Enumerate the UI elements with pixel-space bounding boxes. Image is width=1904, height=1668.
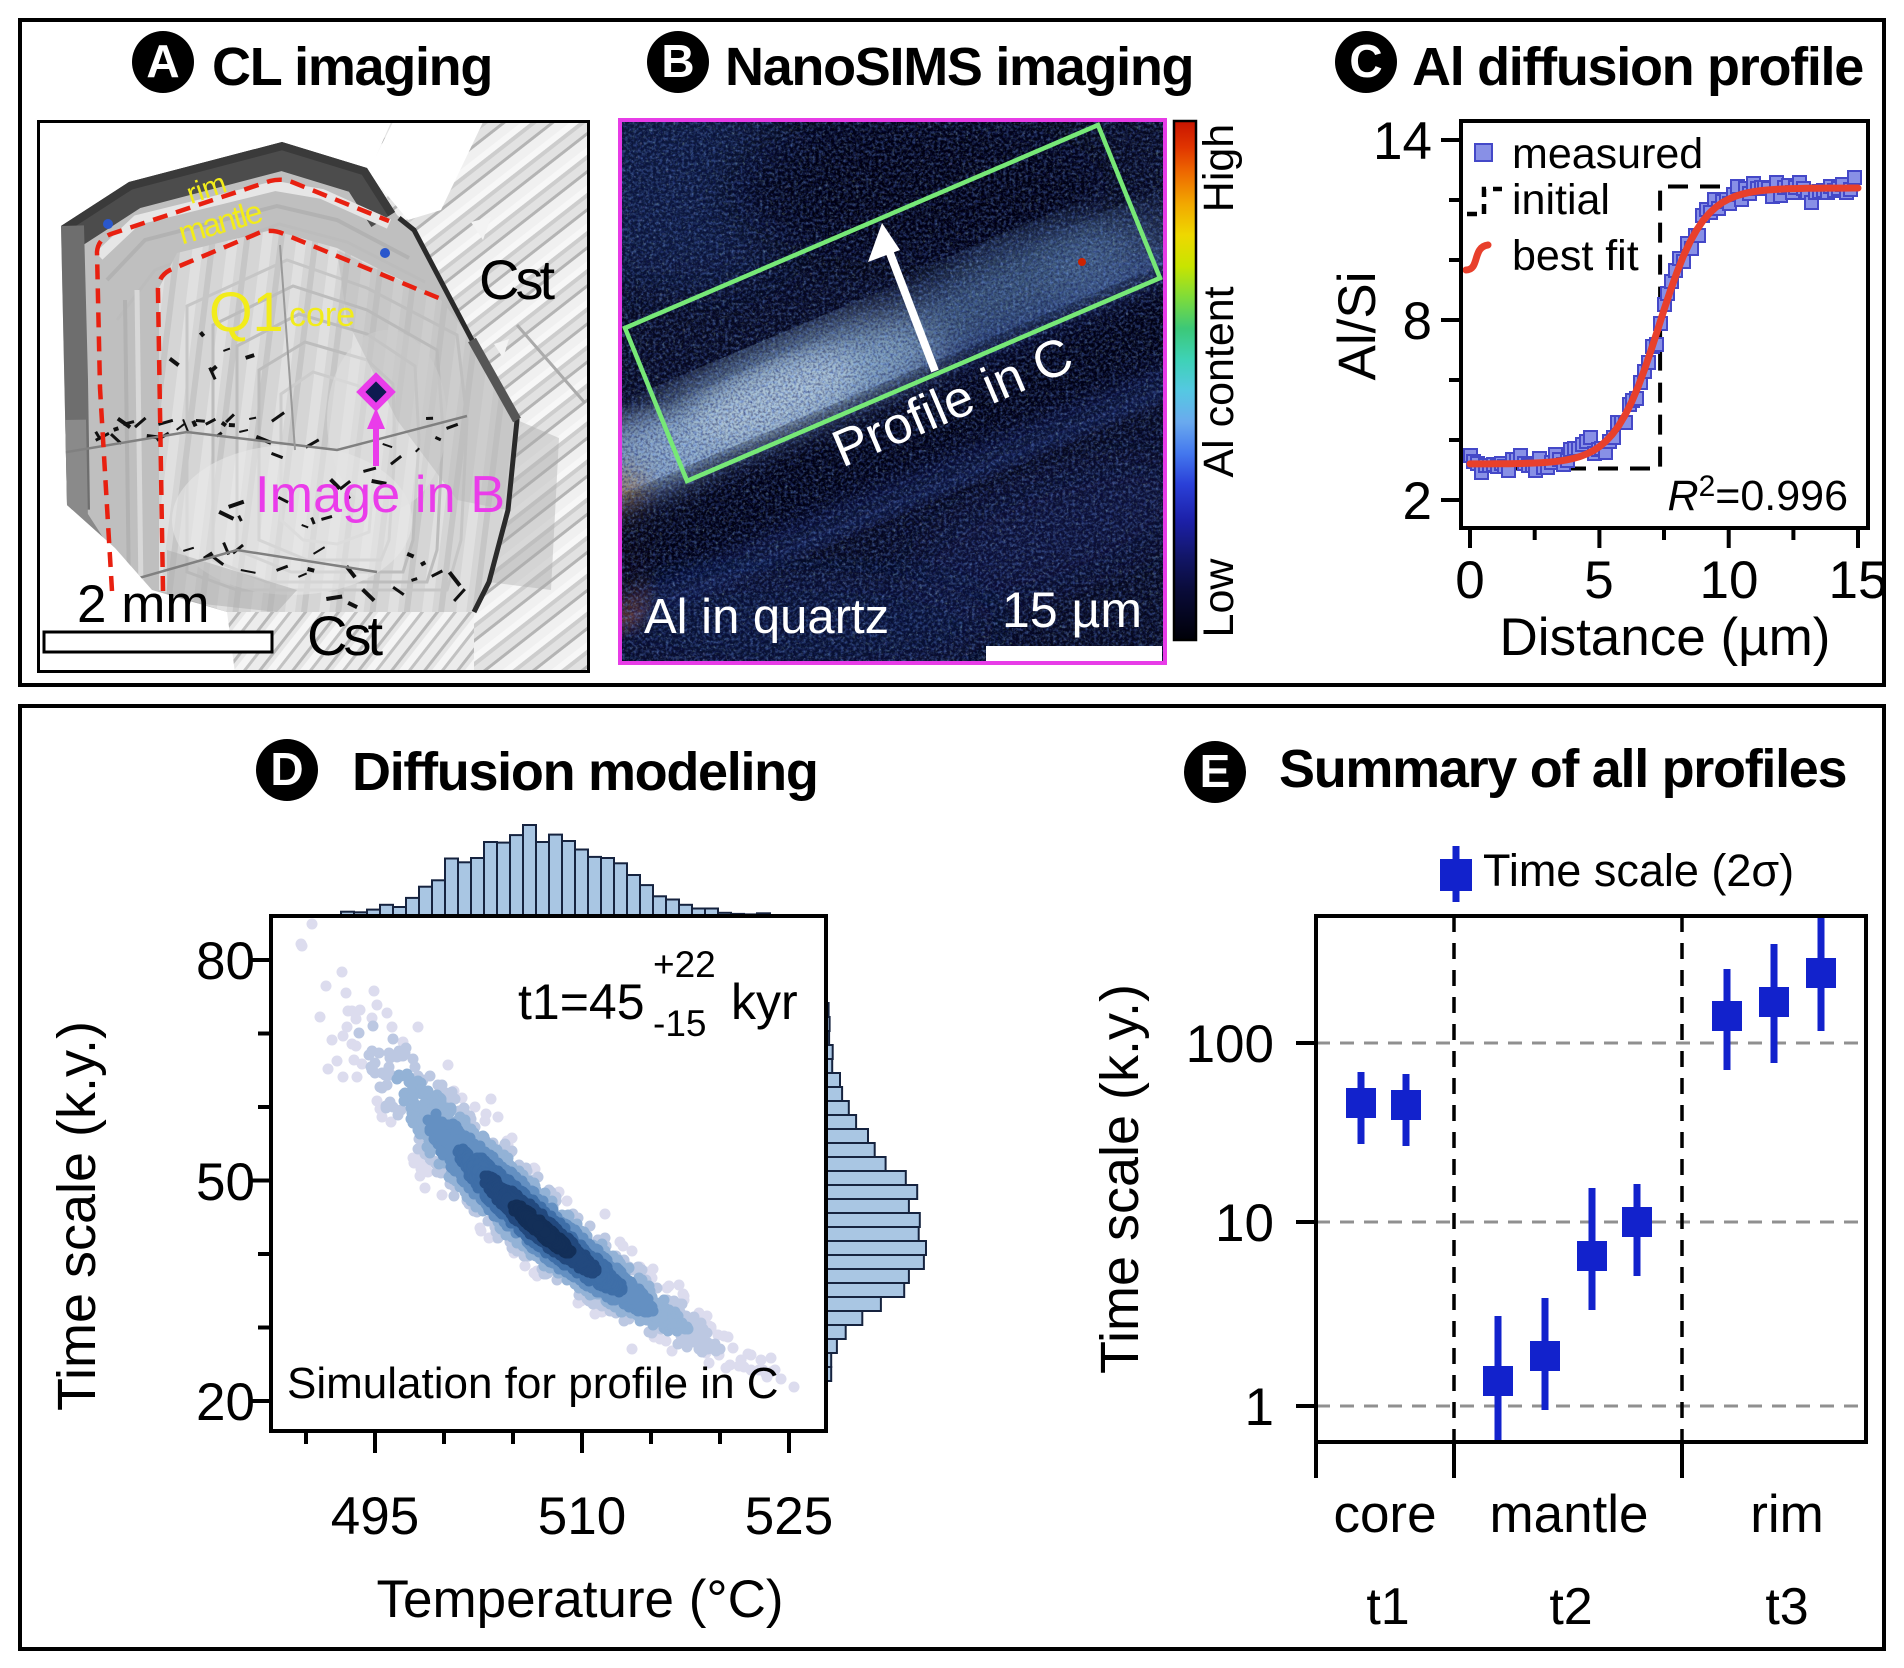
svg-text:2 mm: 2 mm xyxy=(77,575,210,634)
svg-text:mantle: mantle xyxy=(1489,1485,1648,1544)
svg-text:Low: Low xyxy=(1195,558,1243,638)
svg-text:Al in quartz: Al in quartz xyxy=(644,590,889,644)
svg-text:initial: initial xyxy=(1512,176,1610,224)
svg-text:15: 15 xyxy=(1829,551,1888,610)
svg-text:best fit: best fit xyxy=(1512,232,1639,280)
svg-text:5: 5 xyxy=(1584,551,1613,610)
svg-text:20: 20 xyxy=(196,1373,255,1432)
svg-text:1: 1 xyxy=(1245,1378,1274,1437)
svg-text:2: 2 xyxy=(1403,472,1432,531)
svg-text:495: 495 xyxy=(331,1487,419,1546)
svg-text:measured: measured xyxy=(1512,130,1703,178)
svg-text:8: 8 xyxy=(1403,292,1432,351)
svg-text:15 µm: 15 µm xyxy=(1002,582,1142,638)
svg-text:rim: rim xyxy=(1750,1485,1824,1544)
svg-text:Time scale (k.y.): Time scale (k.y.) xyxy=(47,1021,107,1411)
svg-text:100: 100 xyxy=(1186,1015,1274,1074)
svg-text:Al/Si: Al/Si xyxy=(1328,272,1387,381)
svg-text:t3: t3 xyxy=(1765,1578,1808,1636)
svg-text:80: 80 xyxy=(196,932,255,991)
svg-text:+22: +22 xyxy=(653,944,716,985)
svg-text:Time scale (k.y.): Time scale (k.y.) xyxy=(1090,984,1150,1374)
svg-text:Temperature (°C): Temperature (°C) xyxy=(376,1570,783,1629)
svg-text:core: core xyxy=(289,296,355,334)
svg-text:525: 525 xyxy=(745,1487,833,1546)
svg-text:t1: t1 xyxy=(1366,1578,1409,1636)
svg-text:kyr: kyr xyxy=(731,974,798,1030)
svg-text:0: 0 xyxy=(1455,551,1484,610)
svg-text:Image in B: Image in B xyxy=(255,466,505,524)
svg-text:Cst: Cst xyxy=(307,604,383,667)
svg-text:-15: -15 xyxy=(653,1003,706,1044)
svg-text:14: 14 xyxy=(1373,112,1432,171)
svg-text:Distance (µm): Distance (µm) xyxy=(1500,608,1831,667)
svg-text:t1=45: t1=45 xyxy=(518,974,645,1030)
svg-text:High: High xyxy=(1195,124,1243,212)
svg-text:R2=0.996: R2=0.996 xyxy=(1668,470,1848,520)
svg-text:510: 510 xyxy=(538,1487,626,1546)
svg-text:50: 50 xyxy=(196,1153,255,1212)
svg-text:Simulation for profile in C: Simulation for profile in C xyxy=(287,1359,779,1408)
svg-text:t2: t2 xyxy=(1549,1578,1592,1636)
svg-text:10: 10 xyxy=(1215,1194,1274,1253)
svg-text:Al content: Al content xyxy=(1195,286,1243,477)
svg-text:Cst: Cst xyxy=(479,248,555,311)
svg-text:Q1: Q1 xyxy=(209,280,284,343)
svg-text:Time scale (2σ): Time scale (2σ) xyxy=(1483,845,1794,896)
svg-text:core: core xyxy=(1333,1485,1436,1544)
svg-text:10: 10 xyxy=(1700,551,1759,610)
